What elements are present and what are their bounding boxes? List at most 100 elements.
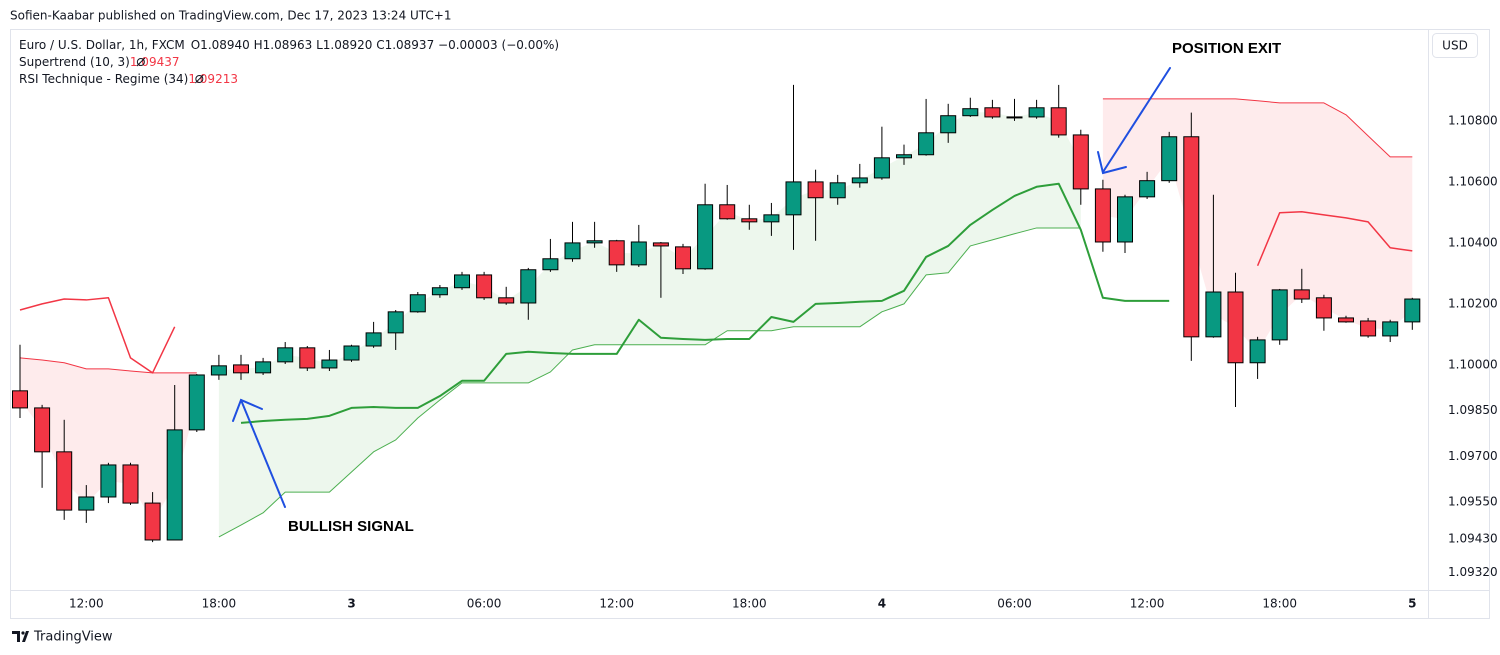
indicator-line [218,227,1081,538]
candle-body [962,108,979,117]
candle-body [586,240,603,244]
candle-body [697,204,714,270]
currency-label: USD [1442,39,1468,53]
candle-body [1161,136,1178,182]
x-tick-label: 12:00 [599,597,634,611]
indicator-line [19,211,1413,374]
legend-entry: Supertrend (10, 3)1.09437 [19,55,179,69]
candle-body [652,242,669,247]
candle-body [365,332,382,347]
axes: 1.10800 1.10600 1.10400 1.10200 1.10000 1.098… [69,113,1498,610]
band-fill [1102,98,1413,352]
arrow-shaft [240,399,286,508]
plot-area [12,84,1421,543]
arrows [232,67,1171,508]
candle-body [498,297,515,304]
annotation: BULLISH SIGNAL [288,518,414,535]
x-tick-label: 18:00 [202,597,237,611]
candle-body [210,365,227,376]
candle-body [144,502,161,541]
y-tick-label: 1.10200 [1448,296,1498,310]
x-tick-label: 06:00 [467,597,502,611]
candle-body [454,274,470,289]
candle-body [1050,107,1067,136]
candle-body [851,177,868,184]
candle-body [409,294,426,313]
x-tick-label: 12:00 [69,597,104,611]
y-tick-label: 1.10800 [1448,113,1498,127]
candle-body [1117,196,1133,243]
y-tick-label: 1.10400 [1448,235,1498,249]
arrow-shaft [1102,67,1171,173]
logo-mark [12,631,29,642]
candle-body [255,361,272,374]
candle-body [542,258,559,271]
candle-body [608,240,625,266]
legend-icon [194,74,204,84]
y-tick-label: 1.09550 [1448,495,1498,509]
candle-body [387,311,404,334]
candle-body [299,347,316,369]
band-fill [218,112,1081,537]
candle-body [1249,339,1266,364]
legend-icon [136,57,146,67]
candle-body [675,246,691,270]
candle-body [1338,317,1354,323]
x-tick-label: 18:00 [732,597,767,611]
candle-body [1271,289,1288,341]
candle-body [1139,180,1156,198]
y-tick-label: 1.10000 [1448,357,1498,371]
candle-body [277,347,294,363]
candle-body [785,181,802,216]
indicator-lines [19,98,1413,538]
candle-body [343,345,360,361]
brand: TradingView [33,630,113,645]
indicator-legend: Supertrend (10, 3)1.09437 RSI Technique -… [19,55,238,86]
legend-icon [136,58,145,66]
x-tick-label: 3 [347,597,355,611]
candle-body [520,269,537,304]
y-tick-label: 1.09850 [1448,403,1498,417]
candle-body [78,496,95,511]
ohlc-readout: O1.08940 H1.08963 L1.08920 C1.08937 −0.0… [191,38,559,52]
candle-body [873,157,890,179]
indicator-fills [20,98,1413,537]
x-tick-label: 12:00 [1130,597,1165,611]
y-tick-label: 1.09700 [1448,449,1498,463]
annotation: POSITION EXIT [1172,40,1281,57]
candle-body [56,451,73,511]
candle-body [763,214,780,223]
candle-body [630,241,647,266]
candle-body [1028,107,1045,118]
x-tick-label: 06:00 [997,597,1032,611]
legend-icon [195,75,204,83]
legend-entry: RSI Technique - Regime (34)1.09213 [19,72,238,86]
candle-body [1404,298,1421,323]
legend-title: Euro / U.S. Dollar, 1h, FXCM O1.08940 H1.… [19,38,559,52]
y-tick-label: 1.09320 [1448,565,1498,579]
y-tick-label: 1.09430 [1448,531,1498,545]
candle-body [100,464,117,498]
candle-body [122,464,139,504]
candle-body [476,274,493,299]
candle-body [1072,134,1089,190]
candle-body [918,132,935,156]
candle-body [1205,291,1222,338]
candle-body [564,242,581,260]
candle-body [12,390,28,409]
candle-body [807,181,824,199]
indicator-line [240,182,1170,424]
candle-body [1293,289,1310,300]
arrow-head [1097,151,1127,175]
candle-body [321,359,338,369]
indicator-line [19,98,1413,374]
y-tick-label: 1.10600 [1448,174,1498,188]
x-tick-label: 4 [878,597,886,611]
legend-name: Supertrend (10, 3) [19,55,130,69]
candle-body [1315,297,1332,319]
arrow-head [232,398,263,422]
candles [12,84,1421,543]
currency-button[interactable] [1432,33,1478,58]
